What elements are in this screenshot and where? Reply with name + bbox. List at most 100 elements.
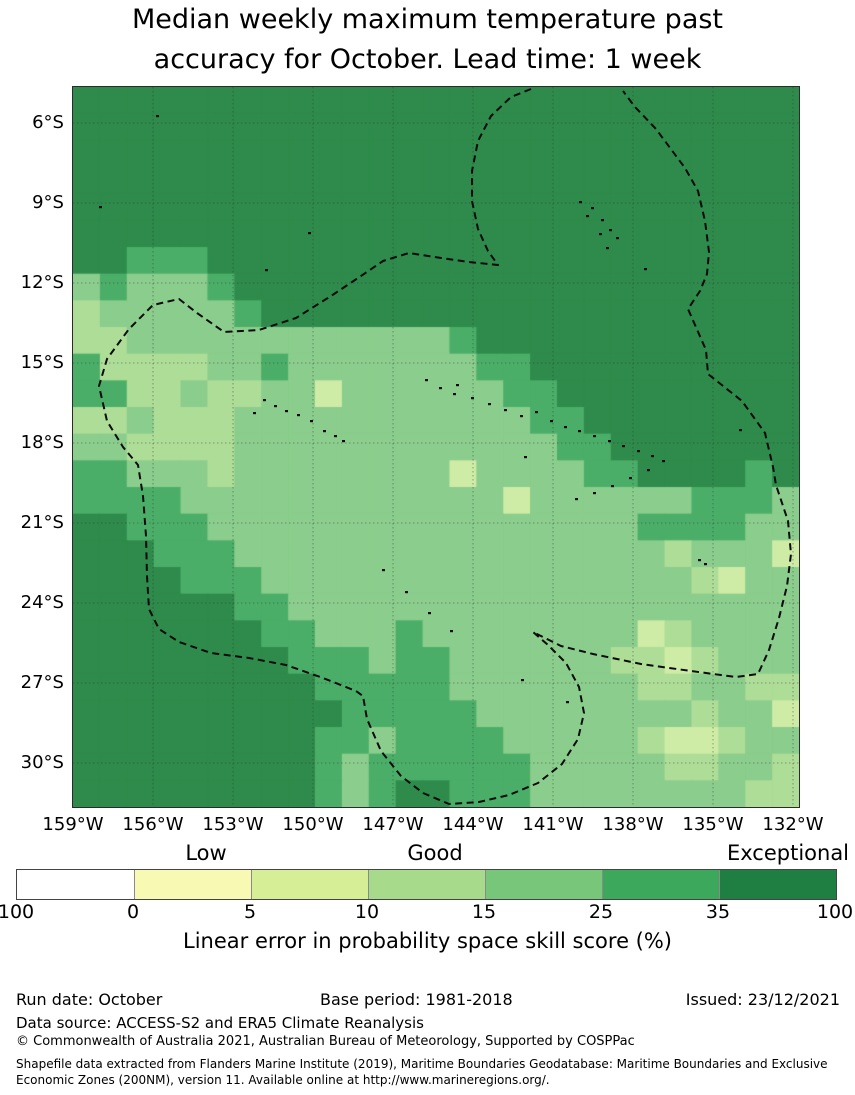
island-mark bbox=[601, 219, 604, 222]
shapefile-attribution-line1: Shapefile data extracted from Flanders M… bbox=[16, 1057, 828, 1071]
x-tick-label: 144°W bbox=[442, 814, 504, 835]
y-tick-label: 30°S bbox=[20, 752, 64, 773]
island-mark bbox=[698, 559, 701, 562]
colorbar-segment bbox=[17, 870, 134, 899]
colorbar-category-label: Low bbox=[185, 841, 227, 865]
island-mark bbox=[382, 569, 385, 572]
island-mark bbox=[405, 591, 408, 594]
island-mark bbox=[651, 455, 654, 458]
colorbar-segment bbox=[485, 870, 602, 899]
island-mark bbox=[579, 201, 582, 204]
island-mark bbox=[342, 440, 345, 443]
x-tick-label: 135°W bbox=[682, 814, 744, 835]
x-tick-label: 159°W bbox=[42, 814, 104, 835]
island-mark bbox=[521, 679, 524, 682]
skill-score-raster bbox=[73, 87, 799, 807]
island-mark bbox=[334, 435, 337, 438]
island-mark bbox=[704, 563, 707, 566]
island-mark bbox=[629, 477, 632, 480]
x-tick-label: 153°W bbox=[202, 814, 264, 835]
island-mark bbox=[310, 420, 313, 423]
island-mark bbox=[616, 237, 619, 240]
island-mark bbox=[586, 215, 589, 218]
x-tick-label: 141°W bbox=[522, 814, 584, 835]
island-mark bbox=[622, 445, 625, 448]
island-mark bbox=[308, 232, 311, 235]
island-mark bbox=[453, 393, 456, 396]
island-mark bbox=[662, 460, 665, 463]
island-mark bbox=[471, 397, 474, 400]
island-mark bbox=[606, 247, 609, 250]
island-mark bbox=[593, 435, 596, 438]
x-tick-label: 138°W bbox=[602, 814, 664, 835]
island-mark bbox=[520, 415, 523, 418]
shapefile-attribution-line2: Economic Zones (200NM), version 11. Avai… bbox=[16, 1073, 550, 1087]
shapefile-attribution: Shapefile data extracted from Flanders M… bbox=[16, 1056, 844, 1088]
chart-title-line1: Median weekly maximum temperature past bbox=[131, 4, 724, 35]
colorbar-tick-label: 25 bbox=[588, 901, 614, 923]
island-mark bbox=[535, 411, 538, 414]
island-mark bbox=[425, 379, 428, 382]
colorbar-tick-label: 0 bbox=[126, 901, 140, 923]
island-mark bbox=[644, 268, 647, 271]
island-mark bbox=[297, 414, 300, 417]
island-mark bbox=[550, 420, 553, 423]
x-tick-label: 156°W bbox=[122, 814, 184, 835]
island-mark bbox=[323, 430, 326, 433]
island-mark bbox=[611, 485, 614, 488]
island-mark bbox=[647, 469, 650, 472]
map-overlay bbox=[73, 87, 799, 807]
island-mark bbox=[488, 403, 491, 406]
issued-date-label: Issued: 23/12/2021 bbox=[685, 990, 840, 1009]
colorbar-tick-label: 35 bbox=[705, 901, 731, 923]
island-mark bbox=[439, 387, 442, 390]
colorbar-tick-label: 100 bbox=[816, 901, 854, 923]
island-mark bbox=[450, 630, 453, 633]
island-mark bbox=[99, 206, 102, 209]
island-mark bbox=[566, 701, 569, 704]
data-source-label: Data source: ACCESS-S2 and ERA5 Climate … bbox=[16, 1014, 424, 1032]
island-mark bbox=[253, 412, 256, 415]
base-period-label: Base period: 1981-2018 bbox=[320, 990, 513, 1009]
y-tick-label: 24°S bbox=[20, 592, 64, 613]
colorbar-tick-label: 5 bbox=[243, 901, 257, 923]
chart-title: Median weekly maximum temperature past a… bbox=[0, 0, 855, 80]
map-plot-area bbox=[72, 86, 800, 808]
colorbar-segment bbox=[251, 870, 368, 899]
colorbar-category-label: Good bbox=[407, 841, 463, 865]
eez-dashed-boundary bbox=[98, 88, 792, 805]
colorbar-segment bbox=[602, 870, 719, 899]
colorbar-tick-label: 10 bbox=[354, 901, 380, 923]
colorbar-segment bbox=[368, 870, 485, 899]
colorbar-caption: Linear error in probability space skill … bbox=[183, 929, 672, 953]
copyright-label: © Commonwealth of Australia 2021, Austra… bbox=[16, 1034, 635, 1049]
colorbar bbox=[16, 869, 837, 900]
colorbar-segment bbox=[719, 870, 836, 899]
island-mark bbox=[524, 456, 527, 459]
x-tick-label: 132°W bbox=[762, 814, 824, 835]
run-date-label: Run date: October bbox=[16, 990, 163, 1009]
chart-title-line2: accuracy for October. Lead time: 1 week bbox=[153, 44, 702, 75]
colorbar-category-label: Exceptional bbox=[726, 841, 850, 865]
y-tick-label: 21°S bbox=[20, 512, 64, 533]
island-mark bbox=[591, 207, 594, 210]
island-mark bbox=[564, 426, 567, 429]
island-mark bbox=[578, 430, 581, 433]
colorbar-tick-label: 15 bbox=[471, 901, 497, 923]
x-tick-label: 150°W bbox=[282, 814, 344, 835]
x-tick-label: 147°W bbox=[362, 814, 424, 835]
y-tick-label: 9°S bbox=[32, 192, 64, 213]
island-mark bbox=[274, 405, 277, 408]
island-mark bbox=[599, 233, 602, 236]
island-mark bbox=[428, 612, 431, 615]
island-mark bbox=[609, 229, 612, 232]
island-mark bbox=[456, 384, 459, 387]
colorbar-tick-label: 100 bbox=[0, 901, 35, 923]
y-tick-label: 12°S bbox=[20, 272, 64, 293]
island-mark bbox=[739, 429, 742, 432]
y-tick-label: 18°S bbox=[20, 432, 64, 453]
island-mark bbox=[265, 269, 268, 272]
y-tick-label: 6°S bbox=[32, 112, 64, 133]
island-mark bbox=[608, 440, 611, 443]
island-mark bbox=[263, 399, 266, 402]
